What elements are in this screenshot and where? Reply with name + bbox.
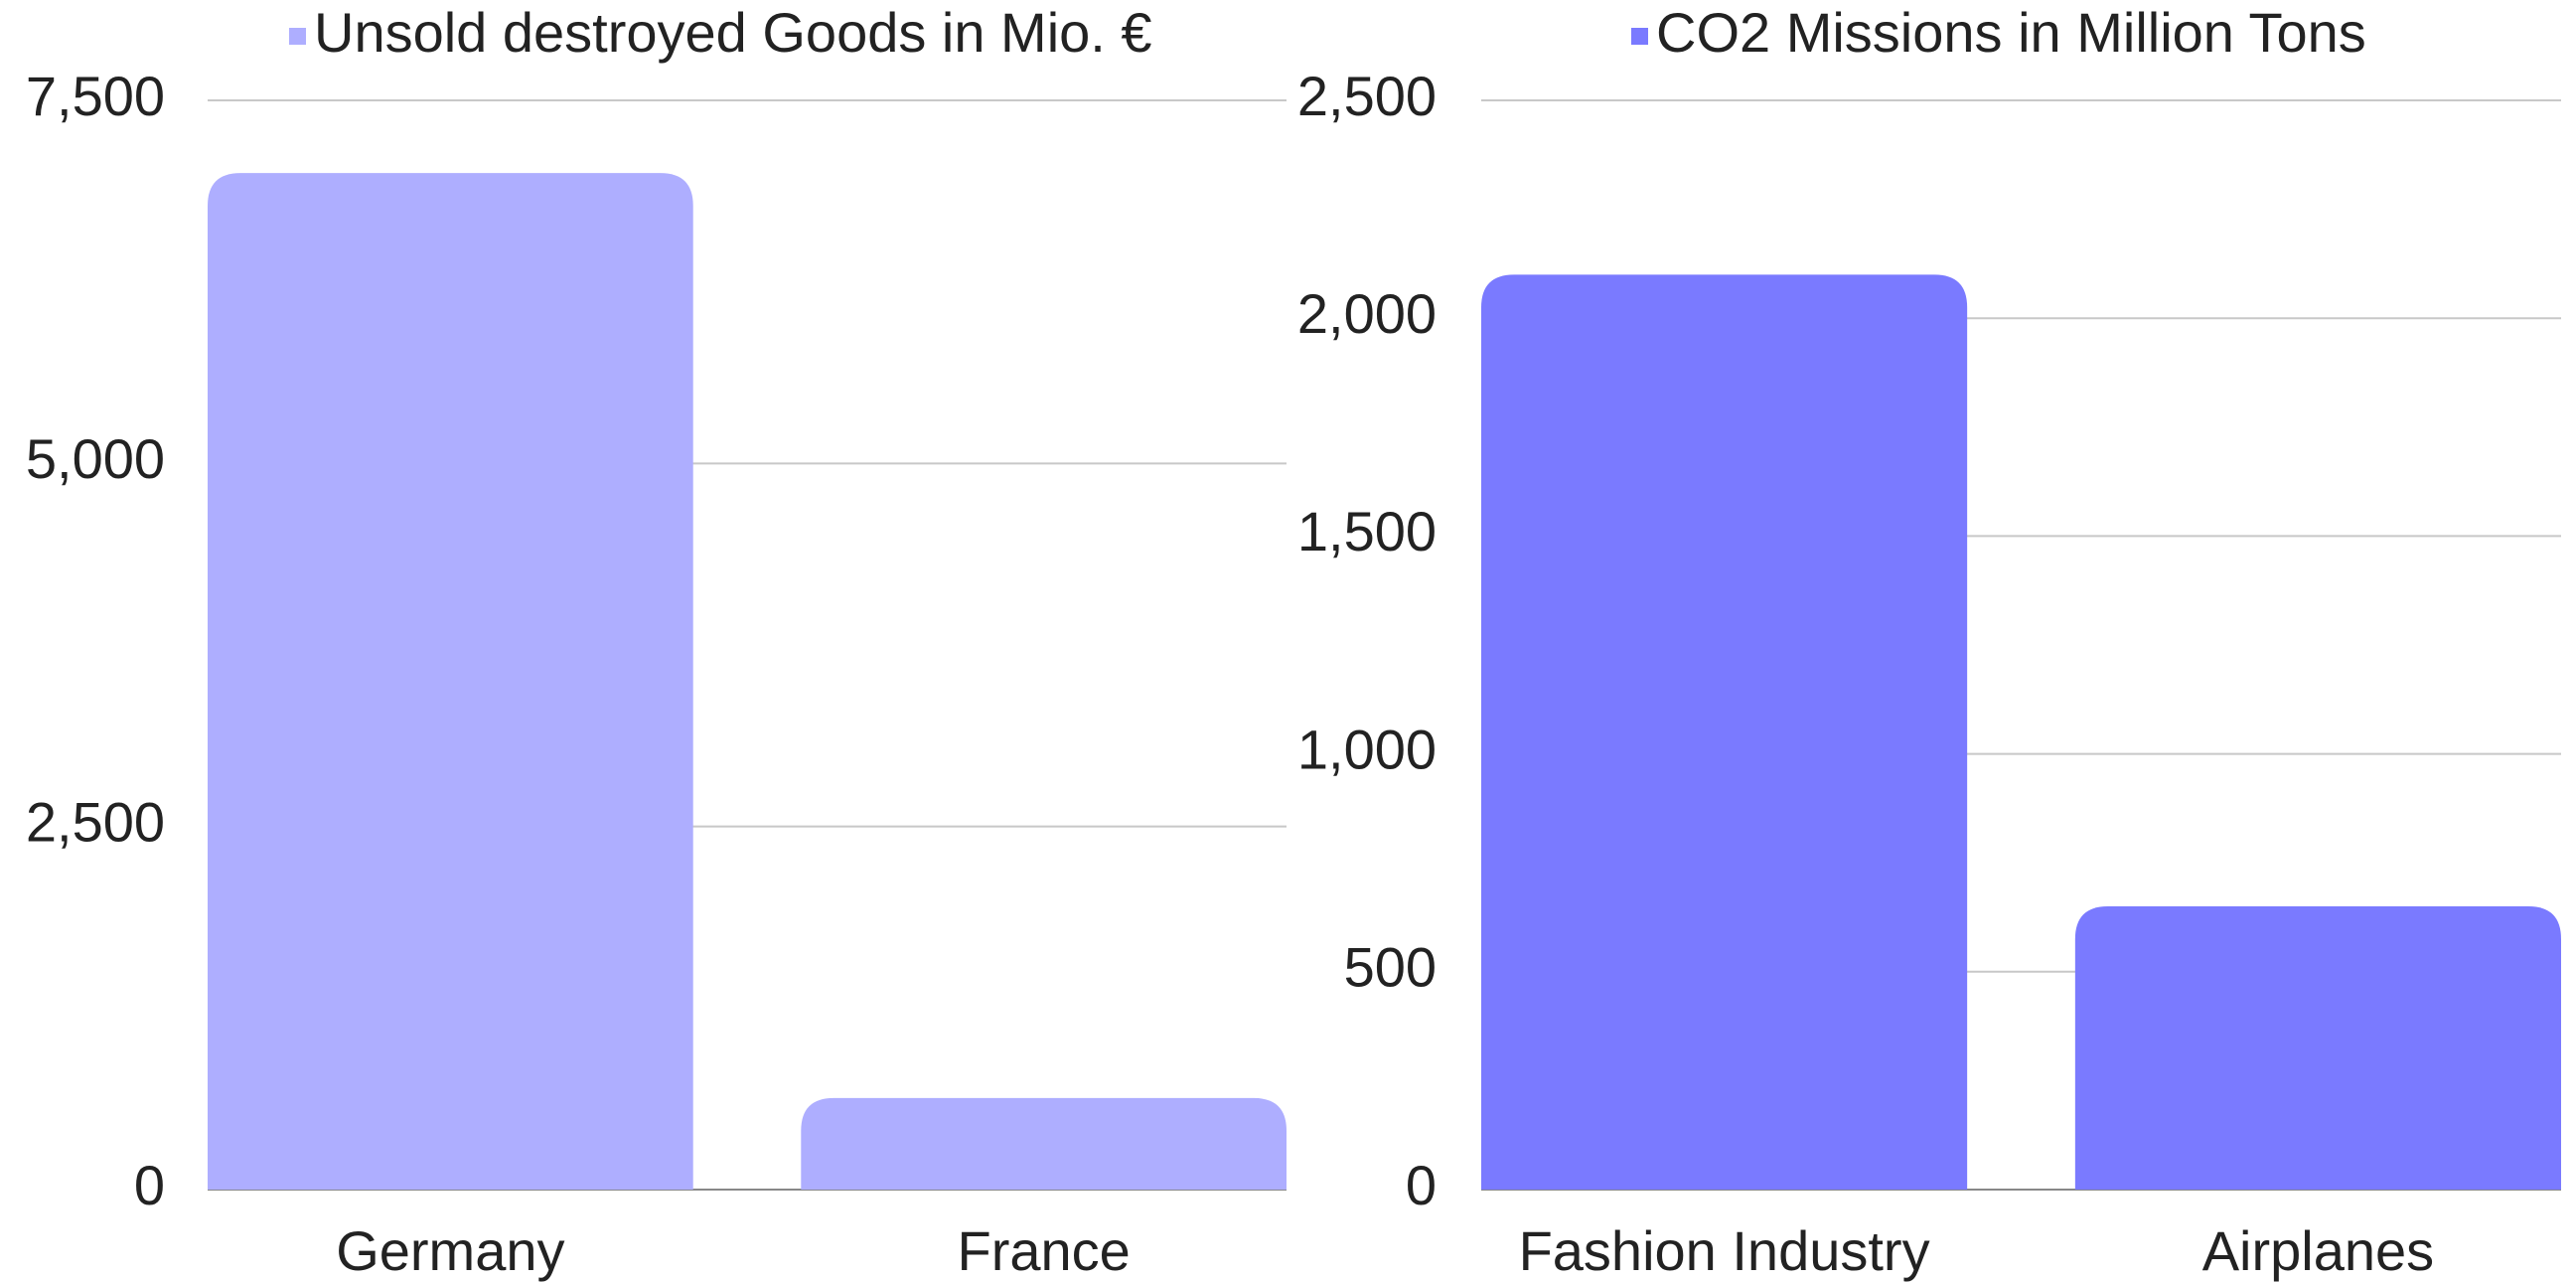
bar: [208, 173, 693, 1191]
y-tick-label: 5,000: [26, 427, 165, 490]
x-tick-label: Germany: [336, 1219, 564, 1282]
x-tick-label: Airplanes: [2202, 1219, 2434, 1282]
y-tick-label: 2,500: [1297, 65, 1437, 127]
y-tick-label: 7,500: [26, 65, 165, 127]
legend-label: Unsold destroyed Goods in Mio. €: [314, 1, 1152, 64]
y-tick-label: 2,500: [26, 790, 165, 853]
y-tick-label: 1,500: [1297, 500, 1437, 562]
bar: [2074, 906, 2561, 1190]
x-tick-label: France: [958, 1219, 1131, 1282]
legend-label: CO2 Missions in Million Tons: [1656, 1, 2366, 64]
y-tick-label: 500: [1344, 936, 1437, 999]
y-tick-label: 1,000: [1297, 718, 1437, 780]
y-tick-label: 2,000: [1297, 282, 1437, 345]
x-tick-label: Fashion Industry: [1519, 1219, 1930, 1282]
legend-swatch: [1631, 28, 1648, 45]
bar: [1481, 274, 1968, 1190]
y-tick-label: 0: [1406, 1154, 1437, 1216]
y-tick-label: 0: [134, 1154, 165, 1216]
bar: [801, 1097, 1287, 1190]
legend-swatch: [289, 28, 306, 45]
